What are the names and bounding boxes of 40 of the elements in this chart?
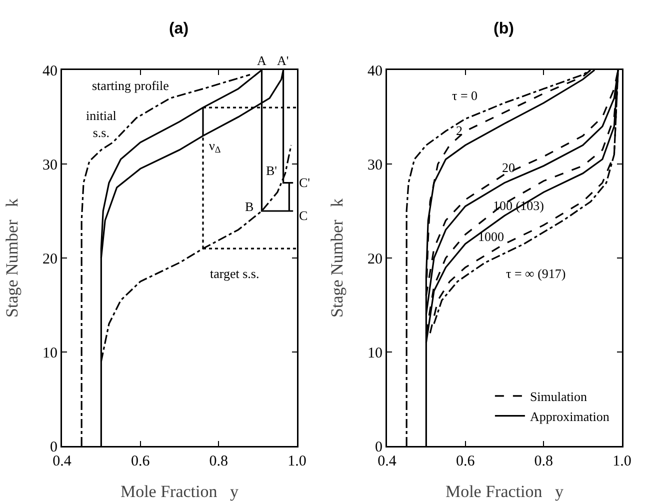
annotation: 1000	[478, 229, 504, 244]
annotation: B'	[266, 163, 278, 178]
y-axis-title: Stage Number k	[2, 198, 22, 318]
x-tick-label: 1.0	[288, 454, 306, 470]
annotation: τ = ∞ (917)	[506, 266, 566, 281]
x-tick-label: 1.0	[612, 454, 632, 470]
x-tick-label: 0.8	[534, 454, 554, 470]
annotation: 20	[502, 160, 515, 175]
y-tick-label: 40	[42, 63, 58, 80]
legend-label: Approximation	[530, 408, 610, 424]
chart-title: (b)	[494, 20, 514, 38]
x-tick-label: 0.4	[52, 454, 72, 470]
annotation: starting profile	[92, 78, 170, 93]
text: A'	[277, 53, 289, 68]
x-axis-title: Mole Fraction y	[445, 482, 564, 501]
y-tick-label: 40	[368, 63, 382, 80]
text: C'	[299, 175, 310, 190]
y-tick-label: 10	[368, 345, 382, 362]
annotation: B	[245, 199, 254, 214]
y-tick-label: 30	[368, 157, 382, 174]
annotation: initial s.s.	[86, 108, 117, 140]
y-tick-label: 30	[42, 157, 58, 174]
x-tick-label: 0.4	[378, 454, 397, 470]
x-axis-title: Mole Fraction y	[120, 482, 240, 501]
y-tick-label: 20	[42, 251, 58, 268]
annotation: ν$_{Δ}$	[209, 138, 221, 155]
y-tick-label: 20	[368, 251, 382, 268]
text: C	[299, 208, 308, 223]
y-tick-label: 10	[42, 345, 58, 362]
x-tick-label: 0.6	[130, 454, 150, 470]
annotation: τ = 0	[452, 88, 478, 103]
y-tick-label: 0	[50, 439, 58, 456]
annotation: target s.s.	[210, 266, 260, 281]
legend-label: Simulation	[530, 388, 588, 404]
y-axis-title: Stage Number k	[328, 198, 346, 318]
chart-title: (a)	[168, 20, 189, 38]
y-tick-label: 0	[375, 439, 382, 456]
x-tick-label: 0.6	[456, 454, 476, 470]
x-tick-label: 0.8	[209, 454, 228, 470]
text: A	[257, 53, 267, 68]
